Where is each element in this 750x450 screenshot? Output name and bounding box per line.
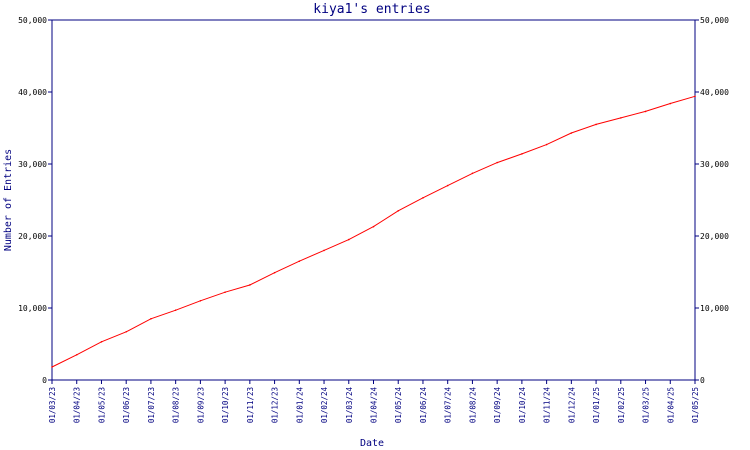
data-point xyxy=(372,225,375,228)
x-tick-label: 01/02/24 xyxy=(320,387,329,424)
x-tick-label: 01/05/25 xyxy=(691,387,700,423)
y-tick-label-right: 50,000 xyxy=(700,16,729,25)
x-tick-label: 01/06/23 xyxy=(122,387,131,423)
x-tick-label: 01/07/24 xyxy=(444,387,453,424)
x-tick-label: 01/02/25 xyxy=(617,387,626,423)
data-point xyxy=(347,238,350,241)
y-tick-label-left: 10,000 xyxy=(18,304,47,313)
x-tick-label: 01/09/23 xyxy=(196,387,205,423)
x-tick-label: 01/04/25 xyxy=(666,387,675,423)
x-tick-label: 01/08/23 xyxy=(172,387,181,423)
data-point xyxy=(224,291,226,293)
y-tick-label-right: 30,000 xyxy=(700,160,729,169)
series-layer xyxy=(51,95,696,368)
data-point xyxy=(298,260,301,263)
series-line xyxy=(51,95,696,368)
x-tick-label: 01/07/23 xyxy=(147,387,156,423)
data-point xyxy=(125,330,127,333)
x-tick-label: 01/03/25 xyxy=(642,387,651,423)
x-tick-label: 01/11/24 xyxy=(543,387,552,424)
data-point xyxy=(75,354,78,356)
y-tick-label-left: 50,000 xyxy=(18,16,47,25)
chart-title: kiya1's entries xyxy=(313,2,430,17)
data-point xyxy=(273,271,276,274)
x-tick-label: 01/06/24 xyxy=(419,387,428,424)
data-point xyxy=(422,197,424,199)
y-tick-label-right: 40,000 xyxy=(700,88,729,97)
data-point xyxy=(694,95,696,98)
data-point xyxy=(471,172,474,175)
y-axis-label: Number of Entries xyxy=(3,149,14,251)
data-point xyxy=(249,284,251,286)
x-tick-label: 01/03/24 xyxy=(345,387,354,424)
data-point xyxy=(199,300,202,302)
x-tick-label: 01/05/24 xyxy=(394,387,403,424)
data-point xyxy=(620,117,622,119)
axis-ticks: 0 0 10,000 10,000 20,000 20,000 30,000 30,000 40… xyxy=(18,16,729,423)
x-tick-label: 01/09/24 xyxy=(493,387,502,424)
data-point xyxy=(496,161,498,164)
data-point xyxy=(323,249,325,252)
x-tick-label: 01/04/24 xyxy=(370,387,379,424)
data-point xyxy=(521,153,523,155)
data-point xyxy=(644,110,647,113)
x-tick-label: 01/01/24 xyxy=(295,387,304,424)
y-tick-label-left: 30,000 xyxy=(18,160,47,169)
x-tick-label: 01/12/23 xyxy=(271,387,280,423)
x-tick-label: 01/04/23 xyxy=(73,387,82,423)
data-point xyxy=(669,102,672,105)
data-point xyxy=(570,132,573,134)
x-tick-label: 01/01/25 xyxy=(592,387,601,423)
plot-area-frame xyxy=(51,19,696,381)
data-point xyxy=(595,123,597,126)
y-tick-label-right: 10,000 xyxy=(700,304,729,313)
x-tick-label: 01/05/23 xyxy=(97,387,106,423)
data-point xyxy=(446,184,449,187)
x-tick-label: 01/12/24 xyxy=(567,387,576,424)
data-point xyxy=(100,341,103,343)
y-tick-label-left: 20,000 xyxy=(18,232,47,241)
x-tick-label: 01/08/24 xyxy=(468,387,477,424)
data-point xyxy=(397,210,400,212)
data-point xyxy=(545,143,548,146)
y-tick-label-left: 40,000 xyxy=(18,88,47,97)
x-tick-label: 01/10/24 xyxy=(518,387,527,424)
x-tick-label: 01/11/23 xyxy=(246,387,255,423)
x-axis-label: Date xyxy=(360,438,384,449)
y-tick-label-right: 0 xyxy=(700,376,705,385)
data-point xyxy=(174,309,177,311)
data-point xyxy=(150,318,152,320)
data-point xyxy=(51,366,53,368)
y-tick-label-left: 0 xyxy=(42,376,47,385)
y-tick-label-right: 20,000 xyxy=(700,232,729,241)
x-tick-label: 01/10/23 xyxy=(221,387,230,423)
x-tick-label: 01/03/23 xyxy=(48,387,57,423)
